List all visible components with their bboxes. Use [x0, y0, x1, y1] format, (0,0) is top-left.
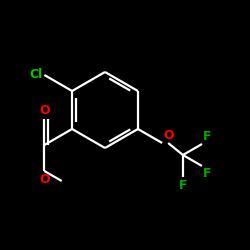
- Text: F: F: [203, 167, 211, 180]
- Text: Cl: Cl: [29, 68, 42, 80]
- Text: O: O: [39, 104, 50, 117]
- Text: F: F: [179, 179, 187, 192]
- Text: O: O: [39, 173, 50, 186]
- Text: O: O: [163, 129, 174, 142]
- Text: F: F: [203, 130, 211, 143]
